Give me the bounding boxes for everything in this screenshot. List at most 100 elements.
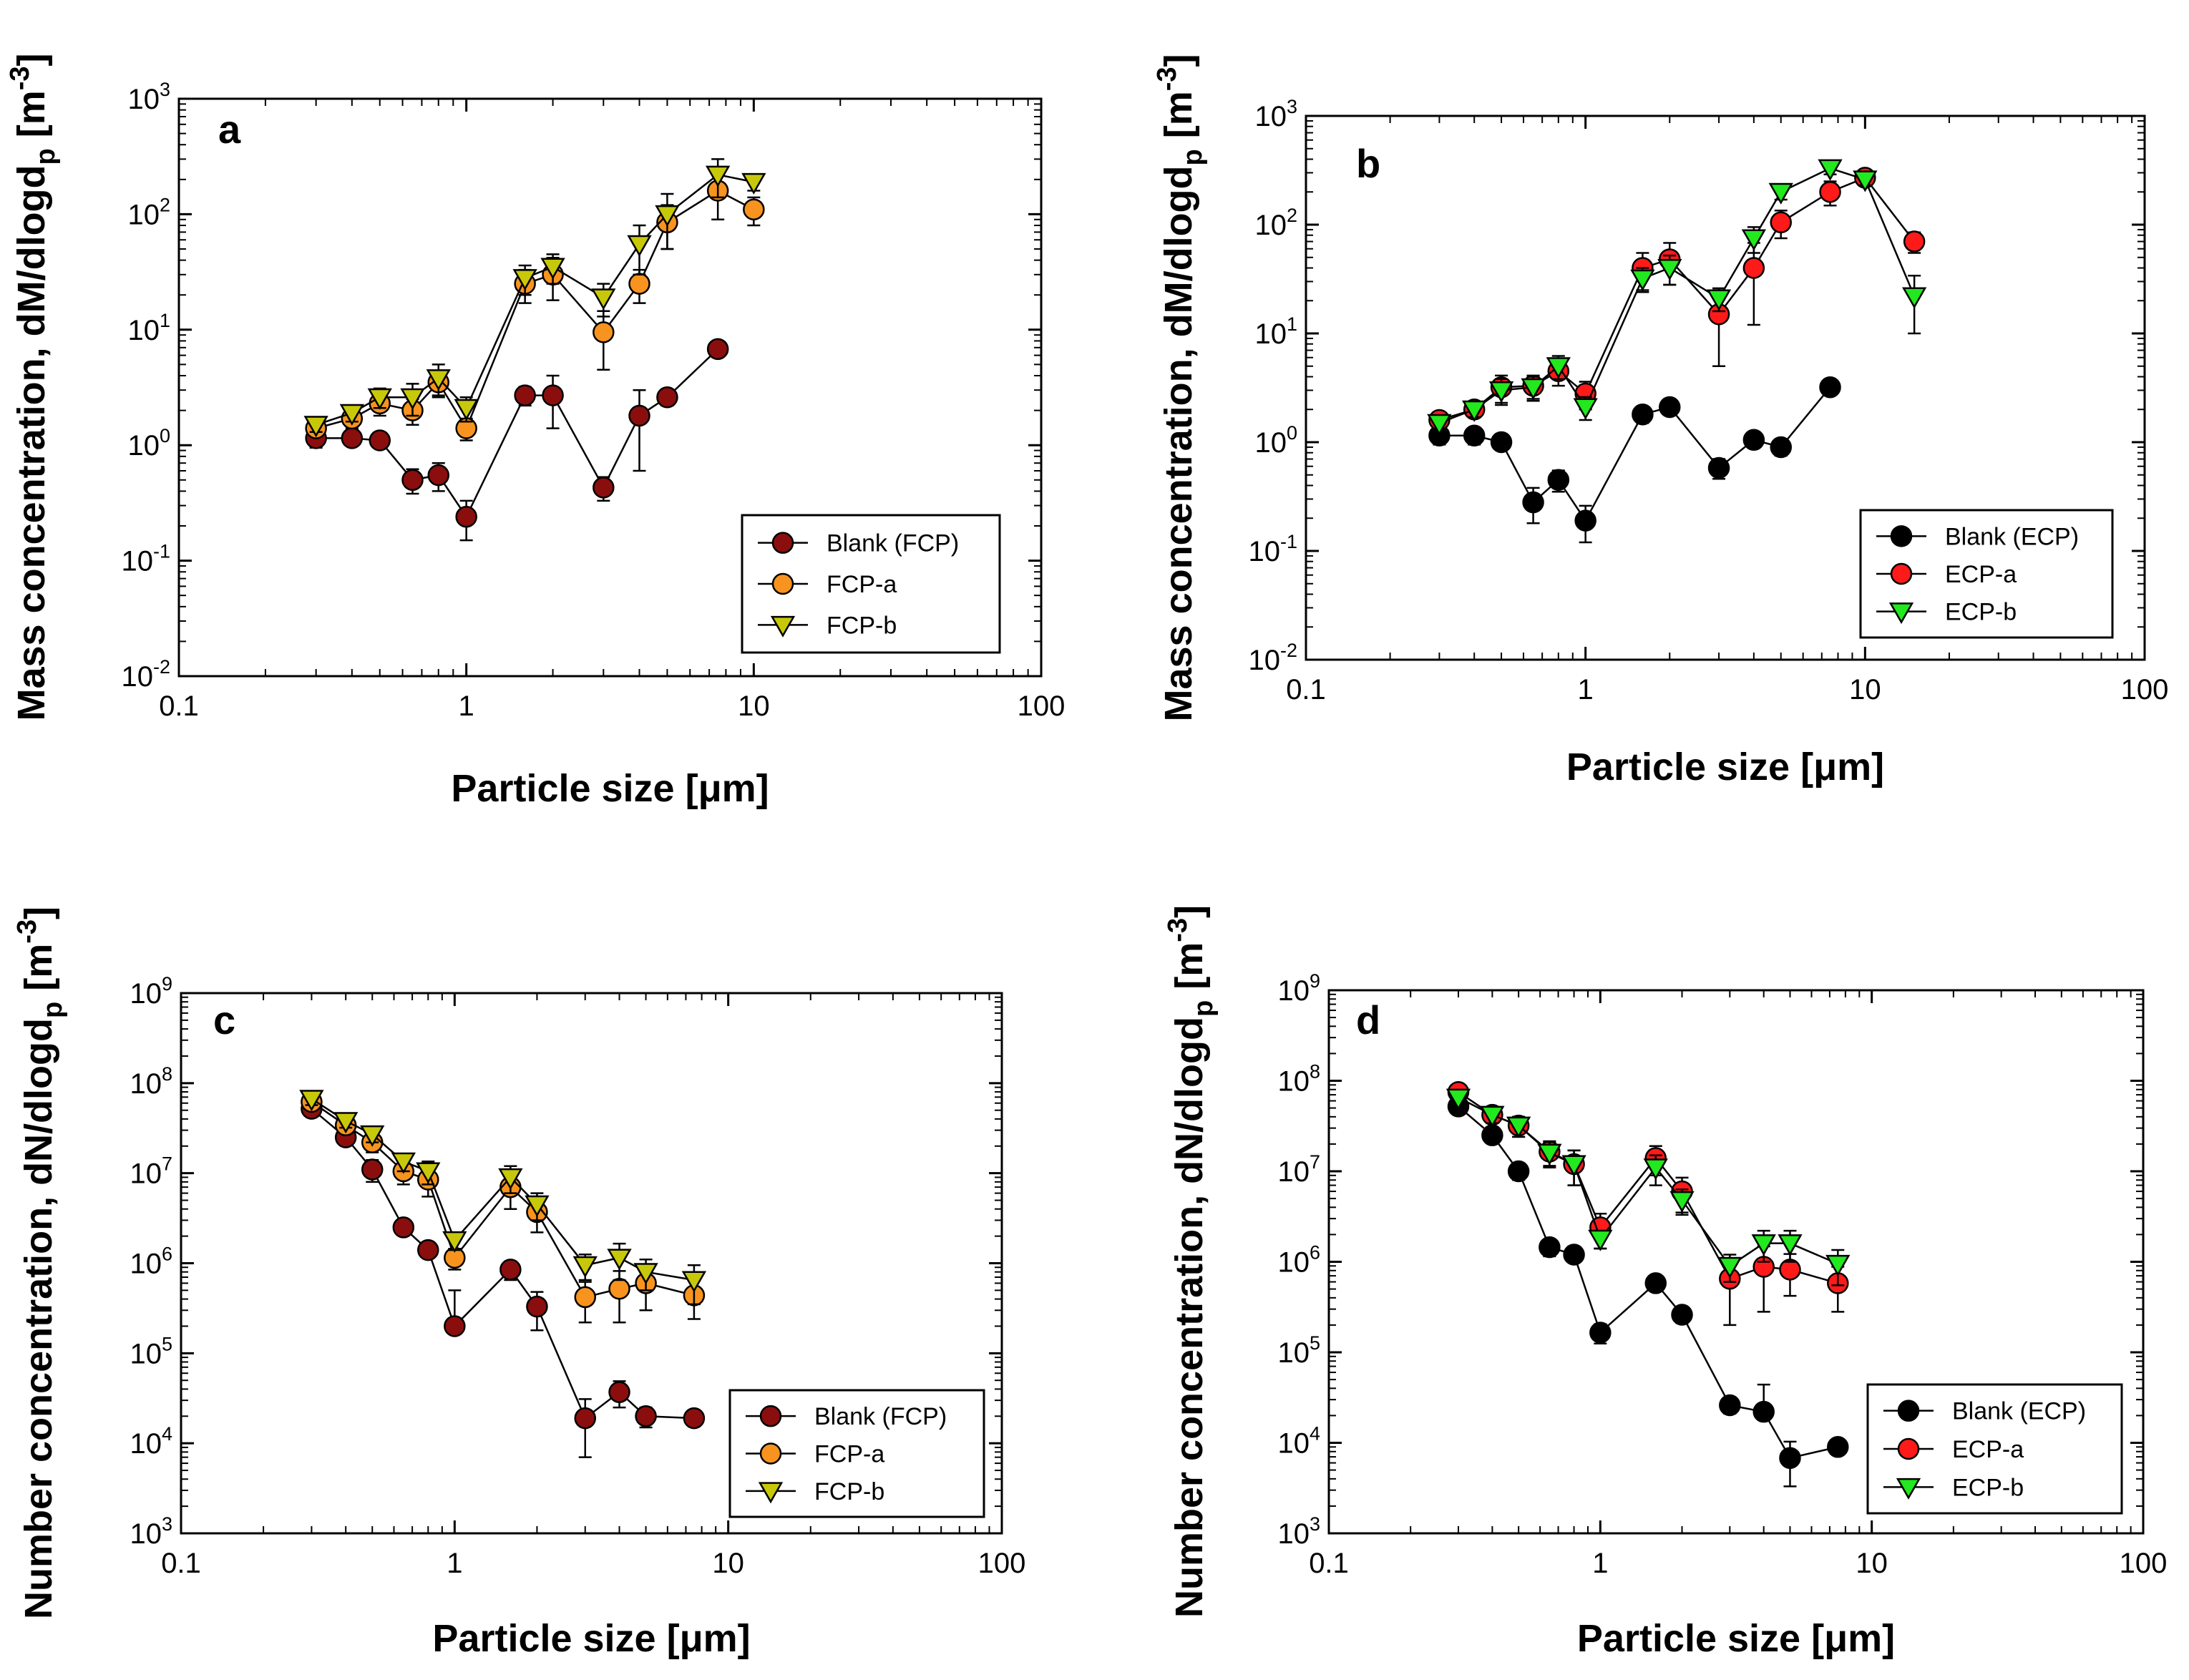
data-point	[1573, 398, 1598, 420]
data-point	[1751, 1234, 1776, 1256]
x-tick-label: 0.1	[1286, 674, 1326, 705]
data-point	[1659, 396, 1681, 419]
data-point	[1742, 257, 1765, 279]
y-tick-exponent: 8	[1310, 1061, 1320, 1083]
y-tick-label: 10-2	[121, 656, 170, 693]
y-label-subscript: p	[1178, 149, 1208, 165]
data-point	[1630, 269, 1655, 291]
x-tick-label: 1	[447, 1548, 462, 1579]
data-point	[593, 321, 615, 343]
data-point	[1741, 229, 1767, 251]
x-tick-label: 10	[1849, 674, 1881, 705]
legend-marker	[759, 1442, 782, 1465]
y-tick-label: 106	[1277, 1242, 1320, 1279]
data-point	[683, 1407, 706, 1430]
x-axis-label: Particle size [μm]	[1566, 746, 1884, 788]
y-tick-label: 109	[1277, 970, 1320, 1007]
x-tick-label: 0.1	[1309, 1548, 1349, 1579]
y-tick-label: 107	[130, 1153, 172, 1190]
data-point	[426, 369, 451, 391]
y-tick-base: 10	[1277, 1247, 1310, 1279]
x-tick-label: 0.1	[161, 1548, 201, 1579]
x-axis: 0.1 1 10 100	[1309, 990, 2167, 1579]
legend-label: FCP-a	[827, 571, 897, 598]
y-tick-base: 10	[1277, 975, 1310, 1007]
y-tick-label: 108	[130, 1063, 172, 1100]
y-tick-base: 10	[130, 1068, 162, 1100]
x-tick-label: 1	[1578, 674, 1594, 705]
plot-frame	[1305, 114, 2146, 661]
y-label-unit-close: ]	[10, 53, 53, 66]
y-tick-base: 10	[127, 430, 160, 461]
data-point	[1778, 1234, 1803, 1256]
y-tick-base: 10	[121, 661, 153, 693]
y-tick-base: 10	[130, 1518, 162, 1550]
data-point	[444, 1315, 466, 1337]
legend-marker	[758, 1482, 784, 1504]
y-label-superscript: -3	[12, 919, 42, 944]
data-point	[1657, 258, 1682, 281]
legend: Blank (FCP) FCP-a FCP-b	[741, 514, 1001, 654]
y-tick-base: 10	[1277, 1337, 1310, 1369]
y-tick-base: 10	[1254, 101, 1287, 132]
y-tick-label: 10-2	[1248, 640, 1297, 676]
y-tick-base: 10	[1248, 536, 1280, 567]
data-point	[442, 1231, 467, 1253]
data-point	[499, 1259, 522, 1281]
data-point	[1779, 1447, 1801, 1469]
y-label-text: Mass concentration, dM/dlogd	[10, 165, 53, 721]
data-point	[1546, 357, 1571, 379]
panel-letter: a	[218, 107, 241, 152]
legend-label: ECP-a	[1952, 1436, 2024, 1463]
data-point	[705, 165, 731, 187]
data-point	[455, 505, 477, 528]
y-label-unit-close: ]	[17, 907, 60, 919]
x-tick-label: 100	[978, 1548, 1026, 1579]
y-tick-base: 10	[121, 546, 153, 577]
y-axis-label: Mass concentration, dM/dlogdp [m-3]	[5, 53, 61, 721]
y-tick-label: 102	[127, 194, 170, 230]
data-point	[1669, 1191, 1695, 1213]
data-point	[512, 269, 537, 291]
y-tick-exponent: 3	[1310, 1513, 1320, 1535]
data-point	[540, 258, 565, 280]
legend-marker	[1890, 525, 1913, 547]
panel-letter: c	[213, 997, 235, 1042]
y-tick-exponent: -1	[153, 541, 170, 562]
data-point	[1768, 182, 1793, 205]
data-point	[1819, 376, 1841, 399]
y-tick-base: 10	[1254, 318, 1287, 350]
y-tick-label: 100	[127, 425, 170, 461]
data-point	[1563, 1244, 1585, 1266]
y-tick-label: 105	[130, 1333, 172, 1369]
legend-label: FCP-a	[814, 1441, 884, 1468]
data-point	[1752, 1400, 1775, 1423]
y-tick-exponent: 1	[1287, 313, 1297, 335]
data-point	[498, 1168, 523, 1190]
y-tick-exponent: 3	[1287, 96, 1297, 117]
y-tick-exponent: -1	[1280, 531, 1297, 552]
data-point	[417, 1239, 439, 1261]
data-point	[608, 1381, 630, 1403]
data-point	[392, 1216, 415, 1239]
data-point	[1445, 1088, 1471, 1110]
data-point	[1818, 159, 1843, 181]
legend-label: ECP-b	[1945, 599, 2017, 626]
data-point	[299, 1090, 324, 1112]
y-tick-base: 10	[1254, 427, 1287, 459]
data-point	[1742, 429, 1765, 451]
panel-letter: b	[1356, 141, 1380, 186]
y-tick-exponent: 8	[162, 1063, 172, 1085]
data-point	[1522, 491, 1544, 514]
y-tick-label: 102	[1254, 205, 1297, 241]
y-tick-base: 10	[130, 1249, 162, 1280]
data-point	[607, 1249, 632, 1271]
x-axis: 0.1 1 10 100	[1286, 116, 2168, 705]
data-point	[454, 399, 479, 421]
y-tick-label: 103	[1254, 96, 1297, 132]
data-point	[526, 1295, 548, 1318]
data-point	[1770, 211, 1792, 234]
y-tick-label: 108	[1277, 1061, 1320, 1098]
plot-frame	[177, 97, 1043, 678]
